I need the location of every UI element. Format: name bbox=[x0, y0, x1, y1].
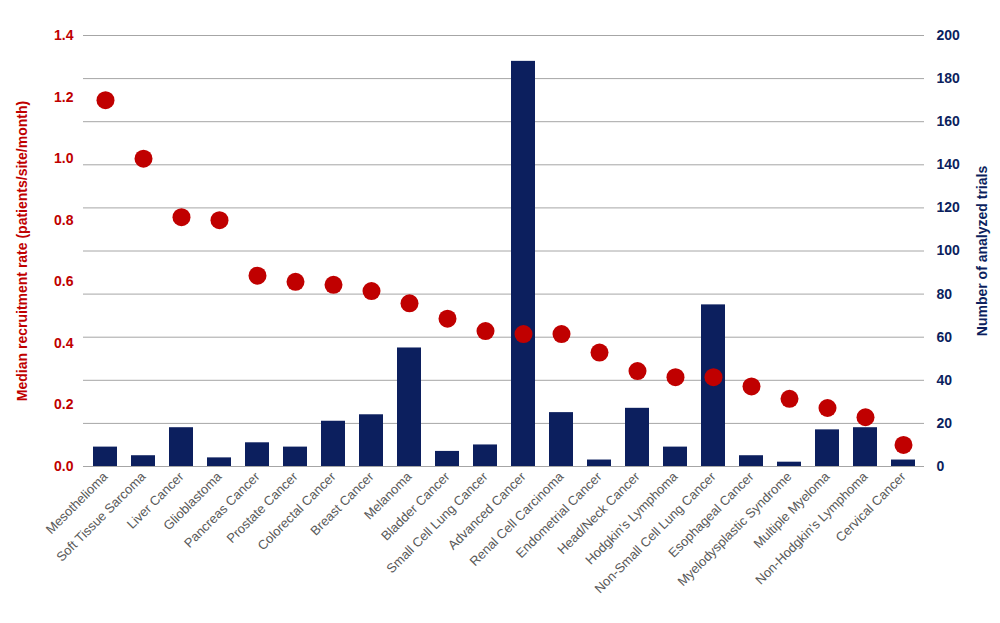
svg-text:140: 140 bbox=[937, 156, 961, 172]
svg-text:40: 40 bbox=[937, 372, 953, 388]
svg-text:Small Cell Lung Cancer: Small Cell Lung Cancer bbox=[383, 469, 491, 577]
svg-text:60: 60 bbox=[937, 329, 953, 345]
svg-text:120: 120 bbox=[937, 199, 961, 215]
svg-text:Soft Tissue Sarcoma: Soft Tissue Sarcoma bbox=[53, 469, 149, 565]
svg-text:Endometrial Cancer: Endometrial Cancer bbox=[512, 469, 605, 561]
svg-text:100: 100 bbox=[937, 242, 961, 258]
svg-text:Colorectal Cancer: Colorectal Cancer bbox=[254, 469, 339, 554]
svg-text:Cervical Cancer: Cervical Cancer bbox=[833, 468, 909, 544]
svg-text:1.0: 1.0 bbox=[54, 150, 74, 166]
svg-text:Number of analyzed trials: Number of analyzed trials bbox=[974, 166, 990, 337]
svg-text:Prostate Cancer: Prostate Cancer bbox=[223, 469, 301, 546]
svg-text:Myelodysplastic Syndrome: Myelodysplastic Syndrome bbox=[674, 469, 795, 589]
svg-text:0.6: 0.6 bbox=[54, 273, 74, 289]
svg-text:0.2: 0.2 bbox=[54, 396, 74, 412]
svg-text:Hodgkin's Lymphoma: Hodgkin's Lymphoma bbox=[582, 469, 681, 568]
svg-text:Glioblastoma: Glioblastoma bbox=[160, 469, 225, 534]
svg-text:Non-Hodgkin's Lymphoma: Non-Hodgkin's Lymphoma bbox=[752, 469, 871, 588]
svg-text:0.4: 0.4 bbox=[54, 335, 74, 351]
svg-text:Advanced Cancer: Advanced Cancer bbox=[444, 469, 529, 553]
svg-text:Mesothelioma: Mesothelioma bbox=[42, 469, 111, 537]
svg-text:0.0: 0.0 bbox=[54, 458, 74, 474]
svg-text:Breast Cancer: Breast Cancer bbox=[307, 468, 377, 538]
svg-text:Esophageal Cancer: Esophageal Cancer bbox=[665, 469, 757, 561]
svg-text:Renal Cell Carcinoma: Renal Cell Carcinoma bbox=[466, 469, 567, 569]
svg-text:Pancreas Cancer: Pancreas Cancer bbox=[180, 469, 263, 551]
svg-text:160: 160 bbox=[937, 113, 961, 129]
svg-text:Multiple Myeloma: Multiple Myeloma bbox=[750, 469, 833, 552]
svg-text:20: 20 bbox=[937, 415, 953, 431]
svg-text:Head/Neck Cancer: Head/Neck Cancer bbox=[554, 469, 643, 558]
svg-text:200: 200 bbox=[937, 27, 961, 43]
svg-text:0: 0 bbox=[937, 458, 945, 474]
svg-text:Liver Cancer: Liver Cancer bbox=[123, 469, 187, 532]
svg-text:0.8: 0.8 bbox=[54, 212, 74, 228]
svg-text:1.4: 1.4 bbox=[54, 27, 74, 43]
svg-text:Bladder Cancer: Bladder Cancer bbox=[378, 469, 453, 544]
svg-text:Melanoma: Melanoma bbox=[361, 469, 415, 523]
svg-text:1.2: 1.2 bbox=[54, 89, 74, 105]
svg-text:Non-Small Cell Lung Cancer: Non-Small Cell Lung Cancer bbox=[591, 469, 719, 597]
svg-text:80: 80 bbox=[937, 286, 953, 302]
svg-text:Median recruitment rate (patie: Median recruitment rate (patients/site/m… bbox=[14, 101, 30, 401]
svg-text:180: 180 bbox=[937, 70, 961, 86]
